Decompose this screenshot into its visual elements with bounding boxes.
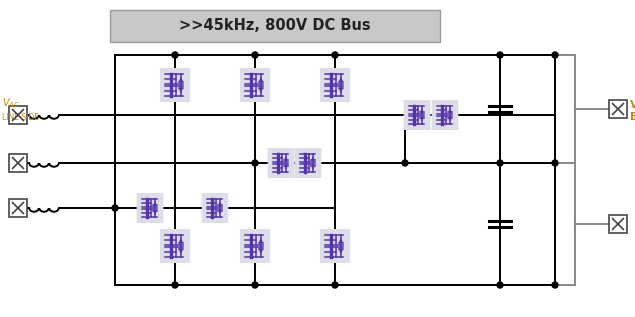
Bar [9,199,27,217]
FancyBboxPatch shape [240,229,270,263]
Bar [9,154,27,172]
FancyBboxPatch shape [320,68,350,102]
Bar [9,106,27,124]
Circle shape [497,160,503,166]
Polygon shape [311,165,315,170]
Text: VDC: VDC [630,100,635,110]
FancyBboxPatch shape [160,229,190,263]
Polygon shape [258,238,263,243]
Circle shape [112,205,118,211]
FancyBboxPatch shape [202,193,229,223]
FancyBboxPatch shape [160,68,190,102]
Polygon shape [338,88,343,93]
Text: $V_{AC}$: $V_{AC}$ [2,96,20,110]
FancyBboxPatch shape [432,100,458,130]
FancyBboxPatch shape [137,193,163,223]
Text: BATTERY: BATTERY [630,112,635,122]
Text: LINE SIDE: LINE SIDE [2,113,39,121]
FancyBboxPatch shape [267,148,295,178]
Circle shape [552,52,558,58]
FancyBboxPatch shape [404,100,431,130]
Polygon shape [153,210,157,215]
Polygon shape [420,108,424,113]
Circle shape [332,52,338,58]
FancyBboxPatch shape [110,10,440,42]
Circle shape [172,52,178,58]
Circle shape [252,282,258,288]
Bar [609,100,627,118]
Circle shape [252,52,258,58]
Polygon shape [178,88,183,93]
Polygon shape [178,249,183,254]
Polygon shape [153,201,157,205]
Polygon shape [218,201,222,205]
Polygon shape [284,165,288,170]
Polygon shape [448,118,452,122]
FancyBboxPatch shape [295,148,321,178]
Circle shape [252,160,258,166]
Circle shape [402,160,408,166]
Circle shape [172,282,178,288]
Polygon shape [218,210,222,215]
Circle shape [332,282,338,288]
FancyBboxPatch shape [240,68,270,102]
Polygon shape [178,238,183,243]
FancyBboxPatch shape [320,229,350,263]
Polygon shape [178,77,183,82]
Circle shape [497,52,503,58]
Polygon shape [284,156,288,160]
Circle shape [552,160,558,166]
Polygon shape [338,77,343,82]
Circle shape [552,282,558,288]
Polygon shape [420,118,424,122]
Polygon shape [448,108,452,113]
Polygon shape [258,249,263,254]
Polygon shape [258,77,263,82]
Polygon shape [311,156,315,160]
Polygon shape [258,88,263,93]
Polygon shape [338,238,343,243]
Polygon shape [338,249,343,254]
Circle shape [497,282,503,288]
Text: >>45kHz, 800V DC Bus: >>45kHz, 800V DC Bus [179,18,371,34]
Bar [609,215,627,233]
